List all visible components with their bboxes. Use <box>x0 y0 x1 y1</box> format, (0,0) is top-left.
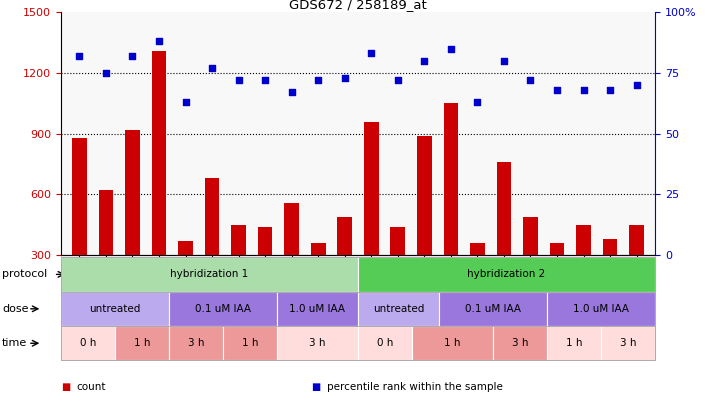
Text: untreated: untreated <box>90 304 140 314</box>
Text: 3 h: 3 h <box>512 338 528 348</box>
Text: 0 h: 0 h <box>377 338 393 348</box>
Bar <box>99 190 113 255</box>
Text: 1 h: 1 h <box>445 338 461 348</box>
Title: GDS672 / 258189_at: GDS672 / 258189_at <box>289 0 427 11</box>
Point <box>100 70 112 76</box>
Bar <box>311 243 326 255</box>
Point <box>339 75 350 81</box>
Bar <box>178 241 193 255</box>
Text: 3 h: 3 h <box>309 338 326 348</box>
Text: count: count <box>77 382 106 392</box>
Bar <box>497 162 511 255</box>
Text: 1.0 uM IAA: 1.0 uM IAA <box>289 304 346 314</box>
Point <box>286 89 297 96</box>
Bar <box>231 225 246 255</box>
Point <box>525 77 536 83</box>
Point <box>445 45 457 52</box>
Point <box>392 77 404 83</box>
Bar <box>125 130 140 255</box>
Text: untreated: untreated <box>373 304 424 314</box>
Text: 3 h: 3 h <box>188 338 204 348</box>
Bar <box>550 243 564 255</box>
Text: 0.1 uM IAA: 0.1 uM IAA <box>195 304 251 314</box>
Bar <box>390 227 405 255</box>
Bar <box>72 138 87 255</box>
Text: 1 h: 1 h <box>242 338 258 348</box>
Point <box>472 99 483 105</box>
Point <box>366 50 377 57</box>
Text: dose: dose <box>2 304 29 314</box>
Text: 0.1 uM IAA: 0.1 uM IAA <box>465 304 521 314</box>
Point <box>180 99 191 105</box>
Text: hybridization 1: hybridization 1 <box>170 269 248 279</box>
Text: 1 h: 1 h <box>134 338 150 348</box>
Text: 3 h: 3 h <box>620 338 637 348</box>
Bar <box>205 178 219 255</box>
Bar <box>258 227 273 255</box>
Bar <box>576 225 591 255</box>
Text: 1.0 uM IAA: 1.0 uM IAA <box>573 304 629 314</box>
Text: 1 h: 1 h <box>566 338 582 348</box>
Point <box>206 65 218 71</box>
Bar <box>364 122 379 255</box>
Text: time: time <box>2 338 27 348</box>
Point <box>498 58 510 64</box>
Bar <box>470 243 485 255</box>
Point <box>631 82 642 88</box>
Point <box>259 77 271 83</box>
Bar <box>629 225 644 255</box>
Point <box>233 77 244 83</box>
Point <box>551 87 563 93</box>
Point <box>578 87 589 93</box>
Text: protocol: protocol <box>2 269 47 279</box>
Point <box>153 38 165 45</box>
Point <box>312 77 324 83</box>
Bar <box>337 217 352 255</box>
Text: ■: ■ <box>311 382 321 392</box>
Bar <box>603 239 617 255</box>
Point <box>74 53 85 59</box>
Text: hybridization 2: hybridization 2 <box>468 269 546 279</box>
Point <box>127 53 138 59</box>
Point <box>604 87 616 93</box>
Text: 0 h: 0 h <box>79 338 96 348</box>
Text: ■: ■ <box>61 382 70 392</box>
Bar <box>152 51 166 255</box>
Text: percentile rank within the sample: percentile rank within the sample <box>327 382 503 392</box>
Bar <box>443 103 458 255</box>
Bar <box>523 217 538 255</box>
Point <box>419 58 430 64</box>
Bar <box>284 202 299 255</box>
Bar <box>417 136 432 255</box>
